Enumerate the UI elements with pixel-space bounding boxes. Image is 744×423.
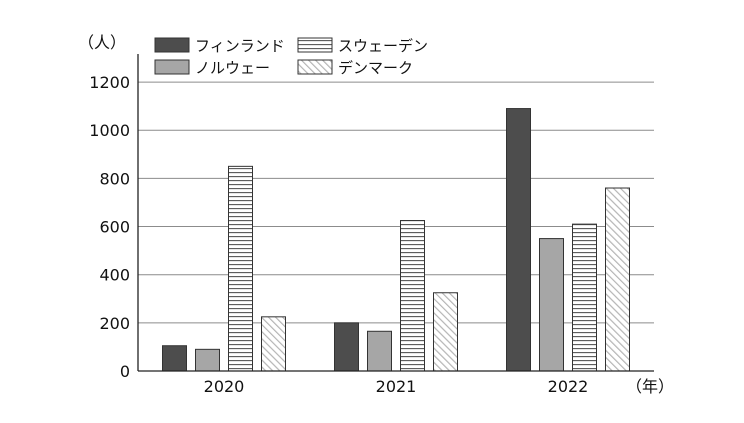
bar-2022-0 <box>506 108 531 372</box>
bar-2020-1 <box>195 348 220 372</box>
y-tick-label: 0 <box>120 362 130 381</box>
y-tick-label: 1200 <box>89 73 130 92</box>
y-tick-label: 200 <box>99 314 130 333</box>
grid-lines <box>138 81 654 324</box>
y-tick-label: 400 <box>99 266 130 285</box>
bar-2020-0 <box>162 345 187 372</box>
legend-swatch <box>154 59 190 75</box>
x-category-labels: 2020 2021 2022 <box>204 377 589 396</box>
legend-swatch <box>154 37 190 53</box>
bar-2021-0 <box>334 322 359 372</box>
x-axis-unit-label: （年） <box>626 377 674 396</box>
bar-2021-1 <box>367 330 392 372</box>
bar-2021-3 <box>433 292 458 372</box>
legend-label: デンマーク <box>338 59 413 77</box>
y-tick-label: 600 <box>99 218 130 237</box>
legend-label: フィンランド <box>195 37 285 55</box>
x-category-label: 2021 <box>376 377 417 396</box>
bars <box>162 108 630 372</box>
bar-2022-3 <box>605 187 630 372</box>
legend-swatch <box>297 59 333 75</box>
bar-2021-2 <box>400 220 425 372</box>
legend-label: ノルウェー <box>195 59 270 77</box>
legend-swatch <box>297 37 333 53</box>
x-category-label: 2022 <box>548 377 589 396</box>
bar-2020-2 <box>228 165 253 372</box>
bar-2020-3 <box>261 316 286 372</box>
y-axis-unit-label: （人） <box>78 33 126 52</box>
bar-2022-2 <box>572 223 597 372</box>
y-tick-label: 800 <box>99 169 130 188</box>
bar-2022-1 <box>539 238 564 372</box>
x-category-label: 2020 <box>204 377 245 396</box>
y-tick-label: 1000 <box>89 121 130 140</box>
axes <box>137 54 654 372</box>
y-tick-labels: 0 200 400 600 800 1000 1200 <box>89 73 130 381</box>
legend-label: スウェーデン <box>338 37 428 55</box>
